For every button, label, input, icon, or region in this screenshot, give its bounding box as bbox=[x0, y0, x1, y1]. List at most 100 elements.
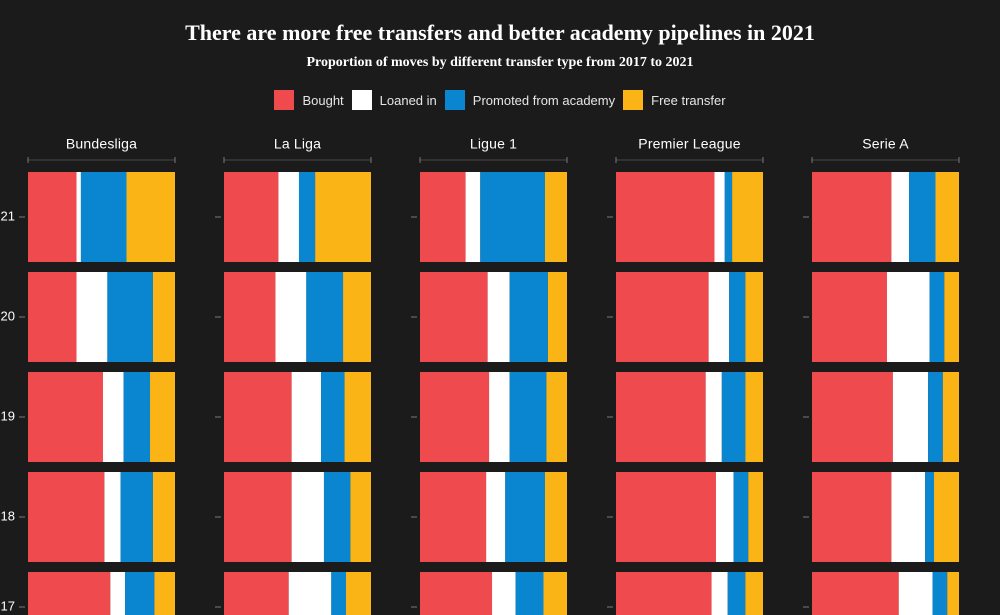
bar-segment-promoted-from-academy-2018 bbox=[925, 472, 935, 562]
chart-title: There are more free transfers and better… bbox=[185, 20, 815, 45]
bar-segment-bought-2020 bbox=[812, 272, 887, 362]
bar-segment-bought-2021 bbox=[420, 172, 466, 262]
bar-segment-free-transfer-2017 bbox=[346, 572, 371, 615]
chart-subtitle: Proportion of moves by different transfe… bbox=[306, 55, 694, 70]
bar-segment-bought-2018 bbox=[616, 472, 716, 562]
bar-segment-free-transfer-2021 bbox=[126, 172, 175, 262]
legend-item-bought: Bought bbox=[274, 90, 344, 110]
bar-segment-promoted-from-academy-2017 bbox=[932, 572, 948, 615]
facet-panel-ligue-1: Ligue 1 bbox=[411, 136, 568, 615]
y-tick-label: 2020 bbox=[0, 308, 15, 323]
bar-segment-free-transfer-2020 bbox=[745, 272, 763, 362]
bar-segment-promoted-from-academy-2020 bbox=[729, 272, 746, 362]
bar-segment-promoted-from-academy-2017 bbox=[331, 572, 347, 615]
bar-segment-loaned-in-2017 bbox=[711, 572, 728, 615]
bar-segment-loaned-in-2017 bbox=[288, 572, 332, 615]
bar-segment-free-transfer-2018 bbox=[152, 472, 175, 562]
bar-segment-bought-2018 bbox=[420, 472, 487, 562]
bar-segment-bought-2017 bbox=[812, 572, 899, 615]
bar-segment-loaned-in-2018 bbox=[104, 472, 121, 562]
facet-title: Premier League bbox=[638, 136, 740, 152]
bar-segment-loaned-in-2019 bbox=[892, 372, 929, 462]
bar-segment-loaned-in-2019 bbox=[489, 372, 510, 462]
legend-swatch-loaned-in bbox=[351, 90, 372, 110]
bar-segment-free-transfer-2020 bbox=[343, 272, 371, 362]
bar-segment-promoted-from-academy-2020 bbox=[509, 272, 548, 362]
bar-segment-free-transfer-2017 bbox=[947, 572, 959, 615]
bar-segment-promoted-from-academy-2019 bbox=[321, 372, 345, 462]
bar-segment-bought-2017 bbox=[616, 572, 712, 615]
bar-segment-loaned-in-2021 bbox=[891, 172, 910, 262]
bar-segment-loaned-in-2017 bbox=[110, 572, 126, 615]
bar-segment-free-transfer-2018 bbox=[748, 472, 763, 562]
bar-segment-promoted-from-academy-2019 bbox=[721, 372, 746, 462]
bar-segment-promoted-from-academy-2021 bbox=[909, 172, 936, 262]
legend-swatch-free-transfer bbox=[623, 90, 644, 110]
y-tick-label: 2021 bbox=[0, 208, 15, 223]
y-tick-label: 2017 bbox=[0, 598, 15, 613]
bar-segment-bought-2017 bbox=[28, 572, 111, 615]
bar-segment-free-transfer-2021 bbox=[315, 172, 371, 262]
legend-label: Promoted from academy bbox=[472, 92, 616, 108]
bar-segment-promoted-from-academy-2018 bbox=[120, 472, 153, 562]
bar-segment-free-transfer-2021 bbox=[935, 172, 959, 262]
bar-segment-promoted-from-academy-2017 bbox=[125, 572, 155, 615]
bar-segment-promoted-from-academy-2019 bbox=[123, 372, 151, 462]
legend: Bought Loaned in Promoted from academy F… bbox=[0, 90, 1000, 110]
bar-segment-promoted-from-academy-2020 bbox=[107, 272, 153, 362]
legend-swatch-bought bbox=[274, 90, 295, 110]
bar-segment-free-transfer-2020 bbox=[152, 272, 175, 362]
legend-item-loaned-in: Loaned in bbox=[351, 90, 437, 110]
bar-segment-loaned-in-2019 bbox=[705, 372, 722, 462]
facet-panel-premier-league: Premier League bbox=[607, 136, 764, 615]
bar-segment-bought-2019 bbox=[812, 372, 893, 462]
legend-item-promoted-from-academy: Promoted from academy bbox=[444, 90, 616, 110]
bar-segment-promoted-from-academy-2021 bbox=[480, 172, 545, 262]
bar-segment-free-transfer-2018 bbox=[544, 472, 567, 562]
bar-segment-bought-2019 bbox=[616, 372, 706, 462]
bar-segment-free-transfer-2019 bbox=[546, 372, 567, 462]
bar-segment-bought-2017 bbox=[224, 572, 289, 615]
bar-segment-promoted-from-academy-2020 bbox=[929, 272, 945, 362]
bar-segment-free-transfer-2021 bbox=[732, 172, 763, 262]
bar-segment-bought-2020 bbox=[224, 272, 276, 362]
bar-segment-loaned-in-2018 bbox=[486, 472, 506, 562]
bar-segment-loaned-in-2017 bbox=[492, 572, 516, 615]
facet-title: Bundesliga bbox=[66, 136, 137, 152]
bar-segment-loaned-in-2019 bbox=[102, 372, 124, 462]
bar-segment-loaned-in-2020 bbox=[886, 272, 930, 362]
bar-segment-promoted-from-academy-2018 bbox=[323, 472, 351, 562]
bar-segment-bought-2021 bbox=[616, 172, 715, 262]
bar-segment-free-transfer-2020 bbox=[944, 272, 959, 362]
bar-segment-bought-2019 bbox=[420, 372, 490, 462]
bar-segment-bought-2020 bbox=[616, 272, 709, 362]
bar-segment-bought-2017 bbox=[420, 572, 493, 615]
bar-segment-bought-2020 bbox=[420, 272, 488, 362]
bar-segment-promoted-from-academy-2017 bbox=[727, 572, 746, 615]
bar-segment-promoted-from-academy-2017 bbox=[515, 572, 544, 615]
legend-label: Bought bbox=[302, 92, 344, 108]
bar-segment-loaned-in-2020 bbox=[487, 272, 510, 362]
bar-segment-bought-2018 bbox=[28, 472, 105, 562]
bar-segment-promoted-from-academy-2021 bbox=[724, 172, 733, 262]
legend-label: Free transfer bbox=[651, 92, 726, 108]
facet-title: Ligue 1 bbox=[470, 136, 517, 152]
bar-segment-free-transfer-2020 bbox=[547, 272, 567, 362]
legend-swatch-promoted-from-academy bbox=[444, 90, 465, 110]
bar-segment-free-transfer-2019 bbox=[150, 372, 175, 462]
facet-panel-bundesliga: Bundesliga bbox=[19, 136, 176, 615]
bar-segment-promoted-from-academy-2018 bbox=[505, 472, 545, 562]
bar-segment-promoted-from-academy-2020 bbox=[306, 272, 344, 362]
bar-segment-bought-2021 bbox=[28, 172, 77, 262]
bar-segment-free-transfer-2019 bbox=[344, 372, 371, 462]
bar-segment-loaned-in-2018 bbox=[891, 472, 926, 562]
legend-item-free-transfer: Free transfer bbox=[623, 90, 726, 110]
bar-segment-free-transfer-2019 bbox=[745, 372, 763, 462]
bar-segment-free-transfer-2018 bbox=[350, 472, 371, 562]
bar-segment-loaned-in-2021 bbox=[465, 172, 481, 262]
bar-segment-bought-2020 bbox=[28, 272, 77, 362]
bar-segment-promoted-from-academy-2021 bbox=[80, 172, 127, 262]
bar-segment-free-transfer-2021 bbox=[544, 172, 567, 262]
legend-label: Loaned in bbox=[379, 92, 437, 108]
